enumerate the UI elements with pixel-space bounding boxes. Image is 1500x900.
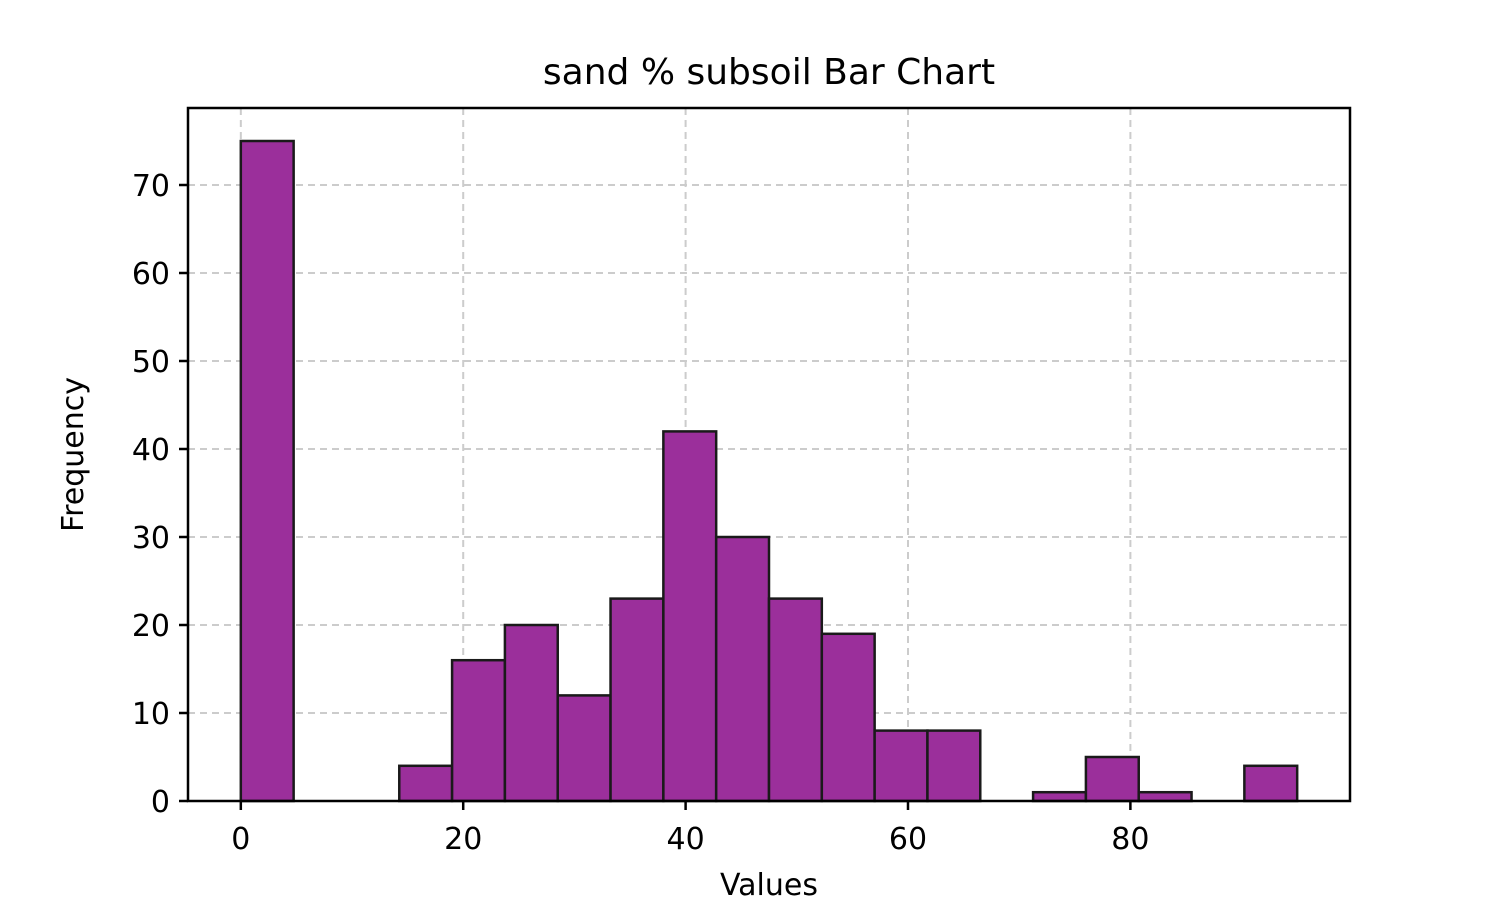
histogram-bar (873, 729, 929, 803)
histogram-bar (714, 535, 771, 803)
y-tick-label: 70 (132, 169, 170, 204)
x-axis-label: Values (720, 868, 818, 900)
histogram-bar (926, 729, 982, 803)
histogram-bar (503, 623, 559, 803)
x-tick-label: 60 (889, 822, 927, 857)
histogram-bar (662, 430, 718, 803)
x-tick-label: 80 (1111, 822, 1149, 857)
ticks-layer: 0 20 40 60 80 0 10 20 30 40 50 60 70 (132, 169, 1150, 857)
histogram-bar (450, 658, 507, 803)
histogram-bar (556, 694, 612, 803)
y-tick-label: 20 (132, 609, 170, 644)
bars-layer (239, 139, 1299, 803)
y-tick-label: 30 (132, 521, 170, 556)
histogram-bar (609, 597, 665, 803)
histogram-bar (1137, 790, 1193, 803)
histogram-bar (767, 597, 824, 803)
y-tick-label: 60 (132, 257, 170, 292)
plot-frame (186, 106, 1352, 803)
histogram-bar (398, 764, 454, 803)
histogram-bar (820, 632, 876, 803)
x-tick-label: 0 (231, 822, 250, 857)
y-tick-label: 40 (132, 433, 170, 468)
histogram-bar (1243, 764, 1299, 803)
y-tick-label: 0 (151, 785, 170, 820)
histogram-bar (1031, 790, 1088, 803)
histogram-bar (239, 139, 295, 803)
histogram-bar (1084, 755, 1140, 803)
y-tick-label: 10 (132, 697, 170, 732)
x-tick-label: 40 (667, 822, 705, 857)
y-axis-label: Frequency (56, 377, 91, 532)
y-tick-label: 50 (132, 345, 170, 380)
chart-title: sand % subsoil Bar Chart (543, 52, 995, 93)
x-tick-label: 20 (444, 822, 482, 857)
